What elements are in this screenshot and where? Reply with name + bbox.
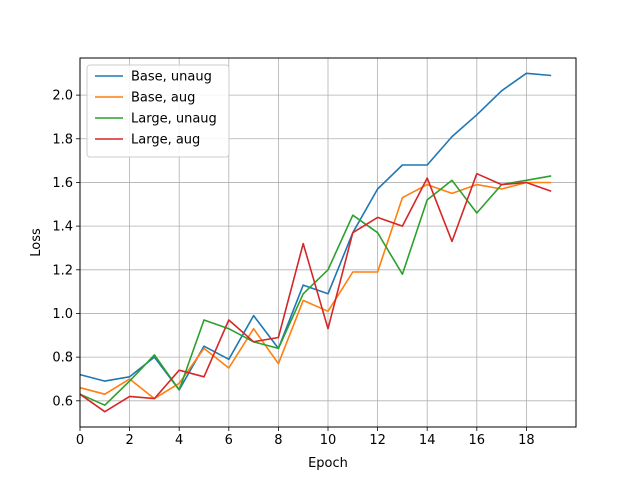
x-tick-label: 14 xyxy=(419,433,436,448)
y-tick-label: 0.8 xyxy=(52,351,73,366)
legend-box xyxy=(86,64,230,158)
x-tick-label: 0 xyxy=(76,433,84,448)
series-lines xyxy=(79,72,552,413)
series-line xyxy=(79,175,552,407)
y-tick-label: 1.2 xyxy=(52,263,73,278)
y-tick-label: 1.0 xyxy=(52,307,73,322)
x-tick-label: 12 xyxy=(369,433,386,448)
x-tick-label: 16 xyxy=(469,433,486,448)
x-tick-label: 2 xyxy=(125,433,133,448)
y-tick-label: 1.8 xyxy=(52,132,73,147)
x-tick-label: 8 xyxy=(274,433,282,448)
x-tick-label: 6 xyxy=(225,433,233,448)
legend-label: Base, unaug xyxy=(131,70,212,85)
legend: Base, unaug Base, aug Large, unaug Large, a… xyxy=(86,64,230,158)
series-line xyxy=(79,72,552,391)
y-tick-label: 1.4 xyxy=(52,220,73,235)
legend-label: Large, aug xyxy=(131,133,200,148)
y-tick-label: 2.0 xyxy=(52,89,73,104)
legend-label: Base, aug xyxy=(131,91,195,106)
series-line xyxy=(79,172,552,413)
x-tick-label: 4 xyxy=(175,433,183,448)
legend-label: Large, unaug xyxy=(131,112,217,127)
x-axis-label: Epoch xyxy=(308,456,348,471)
y-tick-label: 1.6 xyxy=(52,176,73,191)
x-tick-label: 18 xyxy=(518,433,535,448)
axis-ticks: 0 2 4 6 8 10 12 14 16 18 0.6 0.8 1.0 1.2 1.4 1.6 1.8 2.0 xyxy=(52,89,534,448)
x-tick-label: 10 xyxy=(320,433,337,448)
y-tick-label: 0.6 xyxy=(52,394,73,409)
y-axis-label: Loss xyxy=(29,228,44,257)
